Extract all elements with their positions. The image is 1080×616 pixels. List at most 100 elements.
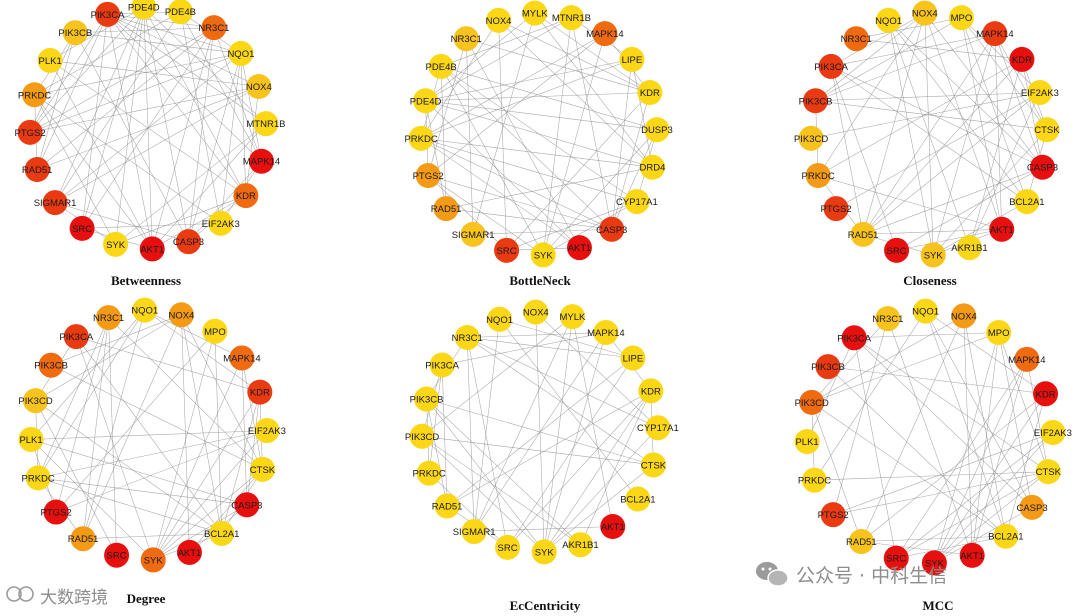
network-node-label: SRC [72, 224, 92, 235]
network-edge [1021, 59, 1043, 168]
network-node: SRC [495, 534, 521, 560]
network-node: SYK [920, 242, 946, 268]
network-node-circle [523, 299, 549, 325]
network-node-label: PRKDC [18, 90, 51, 101]
network-node: PIK3CB [34, 352, 68, 378]
network-node: CTSK [1034, 117, 1060, 143]
network-edge [420, 59, 633, 139]
network-node: NR3C1 [198, 15, 229, 41]
network-node-circle [803, 88, 829, 114]
network-node-circle [1019, 494, 1045, 520]
network-node: PRKDC [798, 467, 831, 493]
network-edge [811, 402, 1006, 537]
network-edge [969, 92, 1041, 248]
network-node-label: SIGMAR1 [34, 198, 77, 209]
network-node-label: PIK3CA [837, 333, 871, 344]
panel-title-mcc: MCC [922, 598, 953, 613]
network-node-label: PIK3CB [799, 96, 833, 107]
panel-title-eccentricity: EcCentricity [510, 598, 581, 613]
network-node: KDR [247, 379, 273, 405]
network-node-circle [959, 542, 985, 568]
network-node-circle [645, 415, 671, 441]
network-edge [466, 337, 508, 548]
network-edge [188, 27, 215, 242]
network-node-label: RAD51 [848, 230, 879, 241]
network-edge [34, 94, 153, 250]
network-node: NOX4 [168, 302, 194, 328]
network-node-label: KDR [1036, 389, 1056, 400]
network-node-label: SRC [498, 543, 518, 554]
network-edge [420, 138, 637, 202]
network-edge [75, 27, 214, 33]
network-edge [830, 66, 1028, 202]
network-edge [467, 337, 659, 428]
network-node-circle [1040, 419, 1066, 445]
network-node-label: RAD51 [22, 165, 53, 176]
network-node: SIGMAR1 [452, 221, 494, 247]
network-node-label: EIF2AK3 [248, 426, 286, 437]
network-node-circle [104, 542, 130, 568]
network-edge [467, 337, 654, 466]
network-node-label: AKT1 [960, 551, 984, 562]
network-node: PDE4B [426, 53, 457, 79]
network-edge [467, 337, 633, 359]
network-edge [815, 92, 1040, 102]
network-node-circle [414, 386, 440, 412]
network-node-circle [559, 304, 585, 330]
network-edge [811, 318, 889, 403]
network-node-circle [566, 235, 592, 261]
network-edge [245, 86, 260, 196]
network-edge [543, 316, 573, 552]
network-node-circle [254, 418, 280, 444]
network-edge [36, 27, 215, 170]
network-edge [833, 471, 1049, 515]
network-edge [961, 17, 1041, 93]
network-node-circle [168, 302, 194, 328]
network-node-circle [248, 148, 274, 174]
network-node: PTGS2 [818, 502, 849, 528]
network-node-circle [69, 215, 95, 241]
network-node-circle [1035, 459, 1061, 485]
network-node-circle [433, 196, 459, 222]
network-node-label: MAPK14 [976, 29, 1014, 40]
network-node-label: SRC [887, 246, 907, 257]
network-node-label: MAPK14 [587, 328, 625, 339]
network-edge [107, 14, 153, 249]
network-node-circle [1014, 346, 1040, 372]
network-edge [153, 504, 248, 561]
network-node: MYLK [522, 0, 548, 26]
network-node-label: PIK3CA [814, 62, 848, 73]
network-edge [441, 66, 658, 130]
network-edge [181, 314, 263, 470]
network-edge [82, 317, 109, 539]
network-node: PLK1 [794, 429, 820, 455]
network-edge [896, 471, 1049, 559]
network-node: MPO [986, 319, 1012, 345]
network-node-circle [624, 189, 650, 215]
network-edge [143, 7, 189, 242]
network-edge [971, 332, 999, 556]
network-node-label: PDE4B [165, 7, 196, 18]
network-node-circle [883, 545, 909, 571]
network-node-circle [912, 0, 938, 26]
network-node-circle [167, 0, 193, 25]
network-node-circle [234, 492, 260, 518]
network-node-label: NOX4 [486, 16, 512, 27]
network-node: AKT1 [139, 236, 165, 262]
network-edge [506, 201, 637, 251]
network-node-label: PRKDC [798, 476, 831, 487]
network-node-circle [989, 216, 1015, 242]
network-node-label: PIK3CB [34, 361, 68, 372]
network-node-label: AKR1B1 [562, 540, 598, 551]
network-node-label: BCL2A1 [620, 495, 655, 506]
network-node-circle [815, 354, 841, 380]
network-node: NOX4 [486, 7, 512, 33]
network-node: PTGS2 [14, 119, 46, 145]
network-edge [75, 32, 189, 242]
network-node: PTGS2 [413, 162, 444, 188]
network-edge [107, 14, 259, 87]
network-edge [924, 12, 1043, 168]
network-node-label: NR3C1 [872, 314, 903, 325]
network-node-label: CTSK [250, 465, 276, 476]
network-node-label: NR3C1 [198, 23, 229, 34]
